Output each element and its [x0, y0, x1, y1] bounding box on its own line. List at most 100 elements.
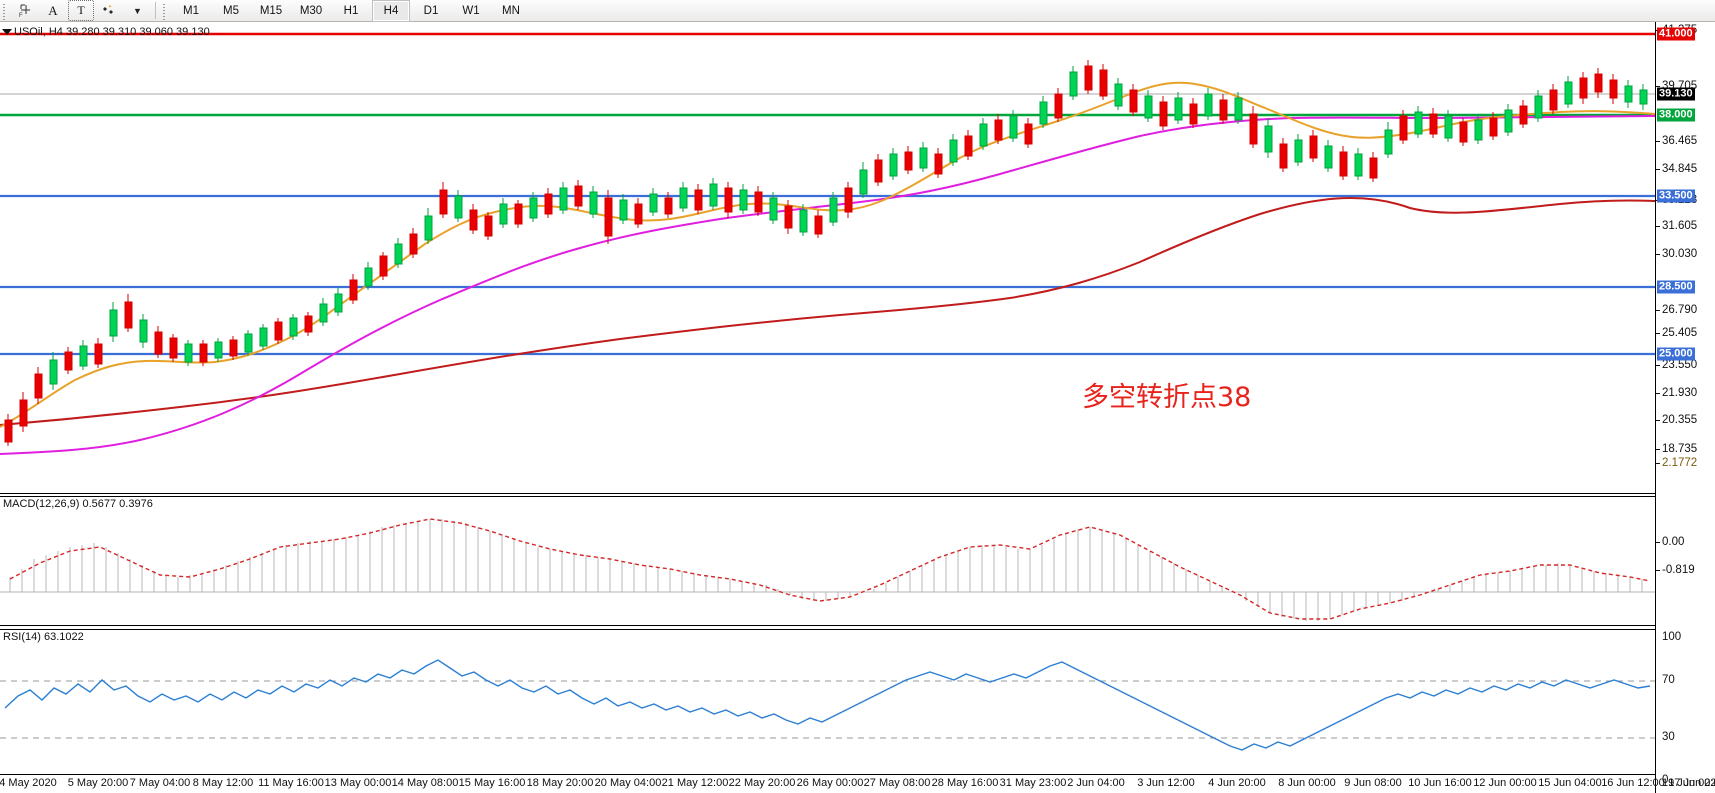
toolbar-grip[interactable] — [1, 1, 9, 20]
timeframe-m5[interactable]: M5 — [223, 4, 239, 17]
time-tick-label: 27 May 08:00 — [863, 777, 931, 789]
axis-tick — [1656, 365, 1660, 366]
svg-text:F: F — [19, 13, 23, 18]
rsi-tick-label: 30 — [1662, 731, 1675, 743]
price-tick-label: 23.550 — [1662, 359, 1698, 371]
price-tick-label: 20.355 — [1662, 414, 1698, 426]
time-tick-label: 5 May 20:00 — [67, 777, 129, 789]
axis-tick — [1656, 86, 1660, 87]
time-tick-label: 11 May 16:00 — [258, 777, 324, 789]
timeframe-mn[interactable]: MN — [502, 4, 520, 17]
axis-tick — [1656, 393, 1660, 394]
toolbar-separator — [155, 2, 156, 19]
chart-annotation-text: 多空转折点38 — [1082, 382, 1252, 413]
price-axis[interactable]: 41.375 39.705 36.465 34.845 33.223 31.60… — [1655, 22, 1715, 793]
time-tick-label: 20 May 04:00 — [594, 777, 662, 789]
price-pane: 多空转折点38 — [0, 22, 1655, 494]
timeframe-d1[interactable]: D1 — [423, 4, 439, 17]
macd-pane: MACD(12,26,9) 0.5677 0.3976 — [0, 496, 1655, 626]
ma-mid-line — [0, 115, 1655, 455]
price-tick-label: 26.790 — [1662, 304, 1698, 316]
macd-chart-svg — [0, 518, 1655, 621]
time-tick-label: 10 Jun 16:00 — [1408, 777, 1472, 789]
axis-tick — [1656, 226, 1660, 227]
axis-tick — [1656, 420, 1660, 421]
time-axis[interactable]: 4 May 2020 5 May 20:00 7 May 04:00 8 May… — [0, 775, 1715, 793]
time-tick-label: 12 Jun 00:00 — [1473, 777, 1537, 789]
crosshair-icon[interactable]: F — [12, 0, 38, 21]
time-tick-label: 17 Jun 22:00 — [1668, 777, 1715, 789]
timeframe-h4[interactable]: H4 — [372, 0, 410, 22]
time-tick-label: 8 Jun 00:00 — [1278, 777, 1336, 789]
ma-slow-line — [0, 197, 1655, 426]
macd-tick-label: 2.1772 — [1662, 457, 1698, 469]
rsi-line — [4, 659, 1651, 751]
ma-fast-line — [0, 81, 1655, 428]
time-tick-label: 7 May 04:00 — [129, 777, 191, 789]
level-chip-resistance: 41.000 — [1657, 27, 1695, 41]
timeframe-m1[interactable]: M1 — [183, 4, 199, 17]
price-tick-label: 25.405 — [1662, 327, 1698, 339]
axis-tick — [1656, 141, 1660, 142]
axis-tick — [1656, 570, 1660, 571]
time-tick-label: 14 May 08:00 — [391, 777, 459, 789]
price-tick-label: 34.845 — [1662, 163, 1698, 175]
text-tool-icon[interactable]: A — [48, 2, 58, 18]
chart-collapse-icon[interactable] — [2, 29, 12, 35]
objects-icon[interactable] — [96, 0, 122, 21]
price-tick-label: 31.605 — [1662, 220, 1698, 232]
time-tick-label: 15 May 16:00 — [458, 777, 526, 789]
macd-tick-label: -0.819 — [1662, 564, 1695, 576]
price-chart-svg — [0, 32, 1655, 455]
price-tick-label: 18.735 — [1662, 443, 1698, 455]
time-tick-label: 22 May 20:00 — [728, 777, 796, 789]
time-tick-label: 18 May 20:00 — [526, 777, 594, 789]
timeframe-m30[interactable]: M30 — [299, 4, 323, 17]
level-chip-support-1: 33.500 — [1657, 189, 1695, 203]
axis-tick — [1656, 333, 1660, 334]
price-tick-label: 30.030 — [1662, 248, 1698, 260]
chart-toolbar: F A T ▼ M1 M5 M15 M30 H1 H4 D1 W1 MN — [0, 0, 1715, 22]
time-tick-label: 28 May 16:00 — [931, 777, 999, 789]
axis-tick — [1656, 169, 1660, 170]
time-tick-label: 26 May 00:00 — [796, 777, 864, 789]
level-chip-support-2: 28.500 — [1657, 280, 1695, 294]
level-chip-pivot: 38.000 — [1657, 108, 1695, 122]
macd-histogram — [9, 519, 1643, 621]
macd-tick-label: 0.00 — [1662, 536, 1685, 548]
time-tick-label: 15 Jun 04:00 — [1538, 777, 1602, 789]
time-tick-label: 2 Jun 04:00 — [1067, 777, 1125, 789]
candlestick-series — [4, 60, 1648, 446]
symbol-ohlc-label: USOil, H4 39.280 39.310 39.060 39.130 — [14, 26, 210, 38]
time-tick-label: 19 Jun 00:00 — [1662, 777, 1715, 789]
rsi-tick-label: 100 — [1662, 631, 1682, 643]
price-tick-label: 21.930 — [1662, 387, 1698, 399]
rsi-label: RSI(14) 63.1022 — [3, 631, 84, 643]
axis-tick — [1656, 542, 1660, 543]
macd-line — [9, 518, 1651, 620]
chevron-down-icon[interactable]: ▼ — [133, 5, 142, 16]
axis-tick — [1656, 310, 1660, 311]
time-tick-label: 31 May 23:00 — [999, 777, 1067, 789]
time-tick-label: 8 May 12:00 — [192, 777, 254, 789]
time-tick-label: 4 May 2020 — [0, 777, 57, 789]
rsi-tick-label: 70 — [1662, 674, 1675, 686]
time-tick-label: 3 Jun 12:00 — [1137, 777, 1195, 789]
rsi-pane: RSI(14) 63.1022 — [0, 629, 1655, 775]
rsi-tick-label: 0 — [1662, 774, 1669, 786]
time-tick-label: 16 Jun 12:00 — [1601, 777, 1665, 789]
macd-label: MACD(12,26,9) 0.5677 0.3976 — [3, 498, 153, 510]
time-tick-label: 4 Jun 20:00 — [1208, 777, 1266, 789]
time-tick-label: 21 May 12:00 — [661, 777, 729, 789]
timeframe-w1[interactable]: W1 — [462, 4, 480, 17]
label-tool-icon[interactable]: T — [68, 0, 94, 21]
last-price-chip: 39.130 — [1657, 87, 1695, 101]
axis-tick — [1656, 254, 1660, 255]
timeframe-h1[interactable]: H1 — [343, 4, 359, 17]
level-chip-support-3: 25.000 — [1657, 347, 1695, 361]
rsi-chart-svg — [0, 659, 1655, 751]
timeframe-m15[interactable]: M15 — [259, 4, 283, 17]
timeframe-grip[interactable] — [161, 1, 169, 20]
axis-tick — [1656, 463, 1660, 464]
